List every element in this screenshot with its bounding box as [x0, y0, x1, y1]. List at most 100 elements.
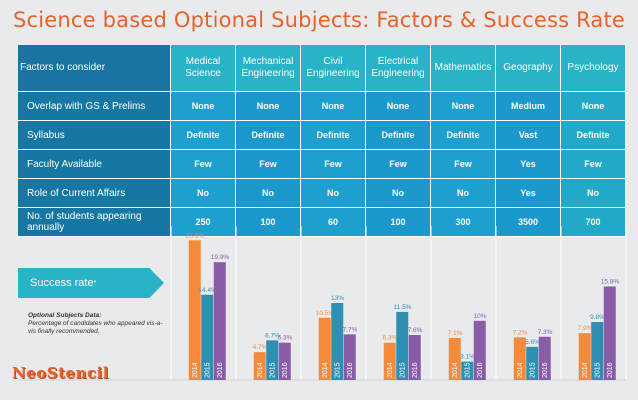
- bar-value-label: 11.5%: [394, 304, 412, 311]
- bar-year-label: 2015: [530, 362, 537, 378]
- optional-subjects-note: Optional Subjects Data: Percentage of ca…: [28, 312, 168, 336]
- factor-value-cell: Few: [561, 150, 626, 179]
- success-rate-label: Success rate *: [18, 268, 164, 298]
- bar-2014: [188, 240, 201, 380]
- success-rate-text: Success rate: [30, 277, 94, 289]
- factor-value-cell: No: [171, 179, 236, 208]
- factor-value-cell: None: [561, 92, 626, 121]
- bar-2014: [318, 317, 331, 380]
- factor-value-cell: No: [301, 179, 366, 208]
- success-rate-chart: 2014 23.6% 2015 14.4% 2016 19.9% 2014 4.7% 2015 6…: [18, 226, 627, 381]
- bar-value-label: 6.7%: [265, 332, 280, 339]
- bar-year-label: 2016: [282, 362, 289, 378]
- bar-2016: [278, 342, 291, 380]
- bar-year-label: 2016: [477, 362, 484, 378]
- factor-value-cell: 250: [171, 208, 236, 237]
- bar-2015: [461, 361, 474, 380]
- note-body: Percentage of candidates who appeared vi…: [28, 320, 163, 335]
- factor-value-cell: Few: [301, 150, 366, 179]
- bar-year-label: 2015: [400, 362, 407, 378]
- bar-year-label: 2016: [217, 362, 224, 378]
- bar-year-label: 2015: [335, 362, 342, 378]
- subject-header: Medical Science: [171, 45, 236, 92]
- bar-year-label: 2015: [205, 362, 212, 378]
- bar-year-label: 2014: [387, 362, 394, 378]
- bar-2014: [383, 342, 396, 380]
- bar-year-label: 2014: [257, 362, 264, 378]
- factor-value-cell: Definite: [171, 121, 236, 150]
- factor-value-cell: Definite: [431, 121, 496, 150]
- bar-value-label: 7.2%: [513, 329, 528, 336]
- subject-header: Mechanical Engineering: [236, 45, 301, 92]
- bar-year-label: 2014: [452, 362, 459, 378]
- bar-value-label: 14.4%: [198, 287, 217, 294]
- factor-value-cell: No: [431, 179, 496, 208]
- bar-value-label: 5.6%: [525, 339, 540, 346]
- bar-2015: [266, 340, 279, 380]
- bar-year-label: 2015: [270, 362, 277, 378]
- factor-value-cell: 60: [301, 208, 366, 237]
- factor-value-cell: None: [431, 92, 496, 121]
- bar-value-label: 9.8%: [590, 314, 605, 321]
- factor-label: Faculty Available: [18, 150, 171, 179]
- bar-2015: [396, 311, 409, 380]
- bar-2015: [526, 346, 539, 380]
- bar-year-label: 2014: [192, 362, 199, 378]
- bar-2014: [448, 337, 461, 380]
- factor-value-cell: No: [236, 179, 301, 208]
- factor-value-cell: None: [366, 92, 431, 121]
- bar-value-label: 3.1%: [460, 354, 475, 361]
- factor-value-cell: Few: [171, 150, 236, 179]
- factor-value-cell: Medium: [496, 92, 561, 121]
- bar-2014: [513, 337, 526, 380]
- factor-label: Role of Current Affairs: [18, 179, 171, 208]
- bar-2014: [578, 333, 591, 380]
- factor-value-cell: Definite: [301, 121, 366, 150]
- note-title: Optional Subjects Data:: [28, 312, 102, 319]
- bar-value-label: 13%: [331, 295, 344, 302]
- factors-table: Factors to consider Medical Science Mechan…: [18, 45, 626, 237]
- bar-value-label: 7.6%: [408, 327, 423, 334]
- bar-value-label: 15.8%: [601, 278, 620, 285]
- factor-value-cell: Few: [236, 150, 301, 179]
- bar-value-label: 7.1%: [448, 330, 463, 337]
- factor-value-cell: Vast: [496, 121, 561, 150]
- factor-value-cell: Definite: [236, 121, 301, 150]
- bar-year-label: 2014: [322, 362, 329, 378]
- bar-value-label: 19.9%: [211, 254, 230, 261]
- factor-value-cell: Yes: [496, 150, 561, 179]
- factor-label: Syllabus: [18, 121, 171, 150]
- subject-header: Mathematics: [431, 45, 496, 92]
- bar-value-label: 6.3%: [278, 335, 293, 342]
- bar-year-label: 2014: [582, 362, 589, 378]
- factor-value-cell: 300: [431, 208, 496, 237]
- factor-value-cell: Definite: [366, 121, 431, 150]
- bar-year-label: 2016: [542, 362, 549, 378]
- bar-2016: [603, 286, 616, 380]
- page-title: Science based Optional Subjects: Factors…: [12, 8, 626, 32]
- bar-value-label: 10.5%: [316, 310, 335, 317]
- factor-value-cell: None: [301, 92, 366, 121]
- bar-2016: [538, 336, 551, 380]
- factor-value-cell: 100: [236, 208, 301, 237]
- factor-value-cell: 100: [366, 208, 431, 237]
- factor-value-cell: 3500: [496, 208, 561, 237]
- factor-value-cell: Definite: [561, 121, 626, 150]
- bar-value-label: 7.3%: [538, 329, 553, 336]
- bar-2016: [343, 334, 356, 380]
- bar-value-label: 7.9%: [578, 325, 593, 332]
- bar-year-label: 2014: [517, 362, 524, 378]
- neostencil-logo: NeoStencil: [12, 364, 109, 382]
- factor-value-cell: Few: [431, 150, 496, 179]
- bar-value-label: 6.3%: [383, 335, 398, 342]
- bar-year-label: 2016: [412, 362, 419, 378]
- bar-2016: [213, 262, 226, 380]
- factor-label: Overlap with GS & Prelims: [18, 92, 171, 121]
- bar-year-label: 2015: [465, 362, 472, 378]
- factor-label: No. of students appearing annually: [18, 208, 171, 237]
- factor-value-cell: None: [171, 92, 236, 121]
- bar-2016: [473, 320, 486, 380]
- bar-2014: [253, 352, 266, 380]
- bar-2016: [408, 335, 421, 380]
- bar-value-label: 4.7%: [253, 344, 268, 351]
